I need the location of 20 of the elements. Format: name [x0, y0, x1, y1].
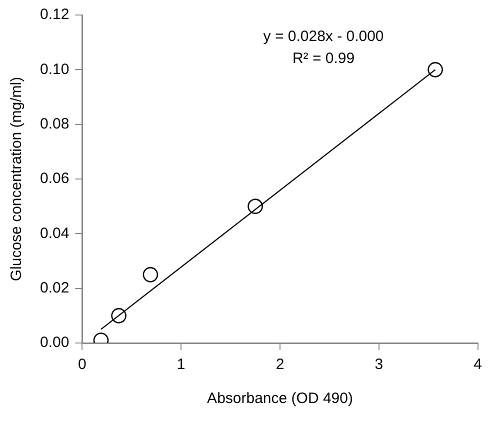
annotation: R² = 0.99: [292, 50, 355, 68]
y-tick-label: 0.10: [40, 60, 70, 78]
y-tick-label: 0.06: [40, 170, 70, 188]
x-tick-label: 1: [176, 356, 186, 374]
y-tick-label: 0.02: [40, 279, 70, 296]
y-tick-label: 0.12: [40, 6, 70, 24]
annotation: y = 0.028x - 0.000: [263, 28, 384, 46]
point: [248, 198, 263, 214]
x-axis-title: Absorbance (OD 490): [207, 390, 353, 408]
point: [428, 62, 443, 78]
x-tick-label: 2: [276, 356, 284, 374]
y-tick-label: 0.04: [40, 224, 70, 242]
y-axis-title: Glucose concentration (mg/ml): [8, 76, 26, 282]
x-tick-label: 4: [474, 356, 482, 374]
point: [111, 308, 126, 324]
x-tick-label: 3: [374, 356, 384, 374]
y-tick-label: 0.08: [40, 115, 70, 132]
x-tick-label: 0: [78, 356, 86, 374]
point: [142, 267, 158, 282]
y-tick-label: 0.00: [40, 334, 70, 352]
